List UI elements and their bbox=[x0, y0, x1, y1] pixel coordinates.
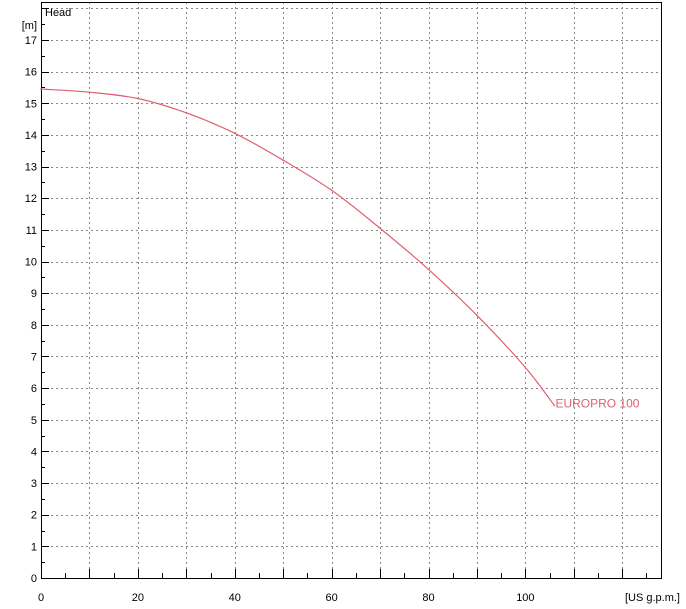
x-tick-label: 20 bbox=[132, 592, 144, 604]
series-point bbox=[137, 97, 139, 100]
series: EUROPRO 100 bbox=[40, 88, 640, 411]
x-tick-label: 80 bbox=[422, 592, 434, 604]
y-tick-label: 3 bbox=[31, 478, 37, 490]
y-tick-label: 12 bbox=[25, 193, 37, 205]
series-point bbox=[553, 404, 556, 407]
y-tick-label: 10 bbox=[25, 257, 37, 269]
x-tick-label: 60 bbox=[326, 592, 338, 604]
y-tick-label: 2 bbox=[31, 510, 37, 522]
y-tick-label: 7 bbox=[31, 351, 37, 363]
y-tick-label: 17 bbox=[25, 35, 37, 47]
y-tick-label: 14 bbox=[25, 130, 37, 142]
series-point bbox=[88, 91, 91, 93]
series-point bbox=[330, 189, 333, 192]
y-tick-label: 6 bbox=[31, 383, 37, 395]
y-tick-label: 0 bbox=[31, 573, 37, 585]
series-line bbox=[40, 88, 555, 406]
y-tick-label: 11 bbox=[26, 225, 37, 237]
y-tick-label: 4 bbox=[31, 446, 37, 458]
x-tick-label: 0 bbox=[38, 592, 44, 604]
y-tick-label: 8 bbox=[31, 320, 37, 332]
y-tick-label: 5 bbox=[31, 415, 37, 427]
series-point bbox=[185, 111, 188, 114]
x-tick-label: 40 bbox=[229, 592, 241, 604]
plot-frame bbox=[41, 2, 662, 579]
x-tick-label: 100 bbox=[516, 592, 534, 604]
series-point bbox=[476, 314, 478, 317]
y-axis-title: Head bbox=[45, 7, 71, 19]
series-point bbox=[427, 268, 430, 271]
axis-ticks bbox=[41, 8, 647, 578]
y-tick-label: 16 bbox=[25, 67, 37, 79]
series-point bbox=[379, 227, 381, 230]
y-tick-label: 1 bbox=[31, 541, 37, 553]
series-point bbox=[40, 88, 42, 90]
series-point bbox=[524, 366, 527, 369]
y-axis-unit: [m] bbox=[22, 20, 37, 32]
y-tick-label: 9 bbox=[31, 288, 37, 300]
series-point bbox=[282, 159, 284, 162]
series-point bbox=[233, 132, 236, 135]
series-label: EUROPRO 100 bbox=[555, 397, 639, 411]
y-tick-label: 15 bbox=[25, 98, 37, 110]
grid bbox=[41, 2, 661, 578]
y-tick-label: 13 bbox=[25, 162, 37, 174]
x-axis-unit: [US g.p.m.] bbox=[625, 592, 680, 604]
